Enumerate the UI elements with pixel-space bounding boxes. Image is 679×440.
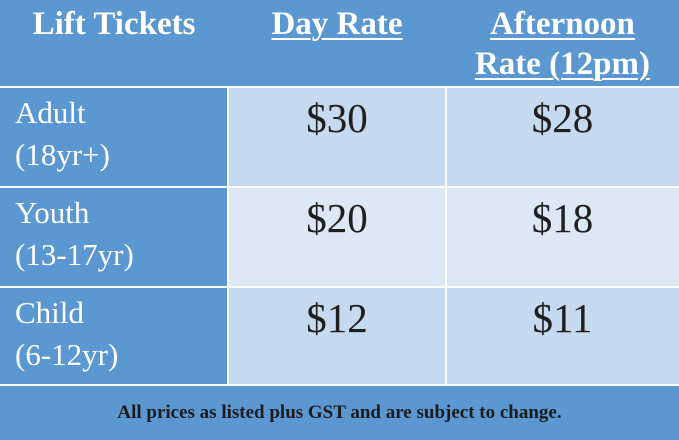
child-afternoon-price: $11 — [446, 288, 679, 384]
header-afternoon-rate: Afternoon Rate (12pm) — [446, 4, 679, 88]
footer-note: All prices as listed plus GST and are su… — [117, 402, 562, 423]
grid-line-h4 — [0, 384, 679, 386]
grid-line-h2 — [0, 186, 679, 188]
header-day-rate: Day Rate — [228, 4, 446, 84]
row-label-youth: Youth (13-17yr) — [0, 188, 228, 286]
row-label-child-name: Child — [15, 295, 84, 330]
youth-afternoon-price: $18 — [446, 188, 679, 286]
row-label-adult-age: (18yr+) — [15, 137, 110, 172]
adult-afternoon-price: $28 — [446, 88, 679, 186]
header-lift-tickets-text: Lift Tickets — [32, 6, 196, 42]
grid-line-h3 — [0, 286, 679, 288]
header-day-rate-text: Day Rate — [271, 6, 403, 42]
row-label-youth-name: Youth — [15, 195, 90, 230]
header-afternoon-line1: Afternoon — [490, 6, 635, 42]
row-label-child: Child (6-12yr) — [0, 288, 228, 384]
grid-line-h1 — [0, 86, 679, 88]
row-label-adult: Adult (18yr+) — [0, 88, 228, 186]
row-label-child-age: (6-12yr) — [15, 337, 119, 372]
child-day-price: $12 — [228, 288, 446, 384]
row-label-youth-age: (13-17yr) — [15, 237, 134, 272]
adult-day-price: $30 — [228, 88, 446, 186]
header-lift-tickets: Lift Tickets — [0, 4, 228, 84]
grid-line-v2 — [445, 86, 447, 386]
youth-day-price: $20 — [228, 188, 446, 286]
row-label-adult-name: Adult — [15, 95, 86, 130]
grid-line-v1 — [227, 86, 229, 386]
header-afternoon-line2: Rate (12pm) — [474, 46, 651, 82]
